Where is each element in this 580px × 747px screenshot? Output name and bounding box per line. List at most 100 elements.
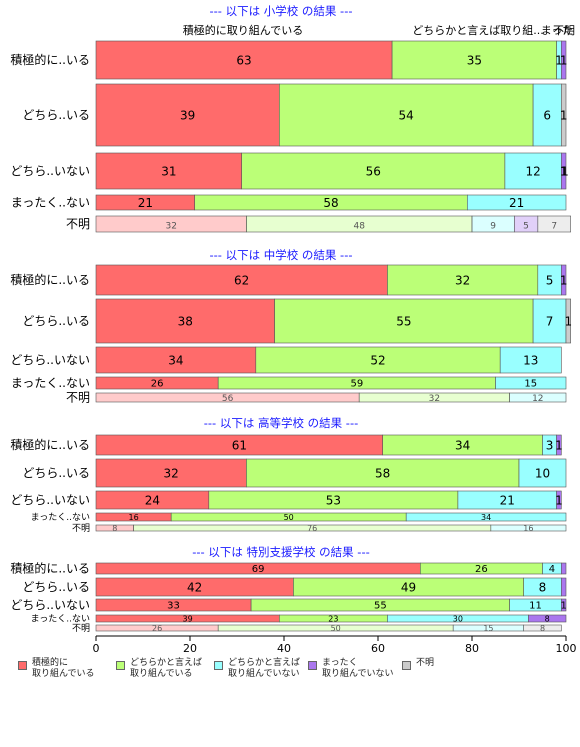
bar-label-4-4-2: 23 bbox=[328, 614, 338, 623]
bar-label-4-2-3: 8 bbox=[539, 580, 547, 594]
bar-label-2-5-1: 56 bbox=[222, 394, 234, 404]
bar-segment-3-2-1 bbox=[95, 458, 247, 488]
bar-label-2-5-3: 12 bbox=[532, 394, 543, 404]
bar-label-1-3-3: 12 bbox=[525, 164, 540, 178]
top-column-label-4: 不明 bbox=[553, 24, 575, 37]
legend-swatch-4 bbox=[308, 661, 317, 670]
bar-label-1-4-3: 21 bbox=[509, 196, 524, 210]
bar-label-4-3-3: 11 bbox=[529, 601, 542, 612]
legend-label-2: どちらかと言えば 取り組んでいる bbox=[130, 658, 203, 679]
legend-label-5: 不明 bbox=[416, 658, 435, 668]
bar-label-3-3-1: 24 bbox=[145, 493, 160, 507]
row-label-1-5: 不明 bbox=[66, 217, 90, 231]
bar-segment-4-2-4 bbox=[560, 577, 567, 597]
bar-label-2-3-1: 34 bbox=[168, 353, 183, 367]
bar-label-4-1-1: 69 bbox=[252, 564, 265, 575]
legend-label-4: まったく 取り組んでいない bbox=[322, 658, 394, 679]
bar-label-2-5-2: 32 bbox=[429, 394, 440, 404]
bar-label-4-4-4: 8 bbox=[545, 614, 550, 623]
bar-segment-1-1-4 bbox=[560, 40, 567, 80]
bar-label-1-1-2: 35 bbox=[467, 53, 482, 67]
bar-label-1-5-4: 5 bbox=[523, 221, 529, 231]
bar-segment-3-4-3 bbox=[405, 512, 567, 522]
bar-label-3-3-2: 53 bbox=[326, 493, 341, 507]
bar-segment-2-2-5 bbox=[565, 298, 571, 344]
bar-label-1-1-3: 1 bbox=[555, 53, 563, 67]
bar-segment-4-1-4 bbox=[560, 562, 567, 575]
bar-segment-2-1-1 bbox=[95, 264, 388, 296]
bar-segment-1-3-1 bbox=[95, 152, 242, 190]
bar-label-3-5-1: 8 bbox=[112, 524, 117, 533]
legend-swatch-1 bbox=[18, 661, 27, 670]
bar-label-2-1-1: 62 bbox=[234, 273, 249, 287]
bar-segment-3-3-4 bbox=[556, 490, 562, 510]
bar-label-2-1-3: 5 bbox=[546, 273, 554, 287]
bar-label-4-3-1: 33 bbox=[167, 601, 180, 612]
bar-label-2-2-1: 38 bbox=[178, 314, 193, 328]
bar-segment-2-4-3 bbox=[495, 376, 567, 390]
panel-title-4: --- 以下は 特別支援学校 の結果 --- bbox=[192, 545, 370, 559]
x-tick-label-5: 80 bbox=[465, 642, 479, 655]
bar-label-3-2-3: 10 bbox=[535, 466, 550, 480]
top-column-label-1: 積極的に取り組んでいる bbox=[183, 23, 303, 37]
row-label-2-5: 不明 bbox=[66, 391, 90, 405]
bar-segment-1-3-4 bbox=[560, 152, 567, 190]
bar-label-4-2-2: 49 bbox=[401, 580, 416, 594]
panel-title-2: --- 以下は 中学校 の結果 --- bbox=[209, 248, 352, 262]
bar-label-1-2-2: 54 bbox=[399, 108, 414, 122]
x-tick-label-1: 0 bbox=[93, 642, 100, 655]
bar-segment-2-2-2 bbox=[274, 298, 534, 344]
bar-segment-2-3-1 bbox=[95, 346, 257, 374]
bar-segment-3-1-4 bbox=[556, 434, 562, 456]
bar-label-1-3-5: 1 bbox=[561, 164, 569, 178]
bar-label-3-1-4: 1 bbox=[555, 438, 563, 452]
bar-segment-2-1-2 bbox=[387, 264, 539, 296]
x-tick-label-6: 100 bbox=[556, 642, 577, 655]
legend: 積極的に 取り組んでいる どちらかと言えば 取り組んでいる どちらかと言えば 取… bbox=[18, 658, 578, 698]
top-column-label-2: どちらかと言えば取り組... bbox=[412, 24, 544, 37]
panel-title-1: --- 以下は 小学校 の結果 --- bbox=[209, 4, 352, 18]
bar-label-3-2-1: 32 bbox=[164, 466, 179, 480]
row-label-1-3: どちら..いない bbox=[10, 164, 90, 178]
bar-label-3-1-3: 3 bbox=[546, 438, 554, 452]
bar-segment-2-3-2 bbox=[255, 346, 501, 374]
row-label-4-2: どちら..いる bbox=[22, 580, 90, 594]
bar-label-2-2-2: 55 bbox=[396, 314, 411, 328]
bar-label-4-3-4: 1 bbox=[560, 601, 566, 612]
bar-segment-3-5-3 bbox=[490, 524, 567, 532]
bar-label-2-4-2: 59 bbox=[350, 379, 363, 390]
legend-swatch-5 bbox=[402, 661, 411, 670]
bar-label-3-4-1: 16 bbox=[129, 513, 139, 522]
bar-label-3-4-2: 50 bbox=[284, 513, 294, 522]
row-label-3-5: 不明 bbox=[72, 523, 90, 534]
legend-item-3: どちらかと言えば 取り組んでいない bbox=[214, 658, 300, 680]
panel-title-3: --- 以下は 高等学校 の結果 --- bbox=[204, 416, 359, 430]
bar-label-2-1-4: 1 bbox=[560, 273, 568, 287]
legend-swatch-3 bbox=[214, 661, 223, 670]
legend-item-2: どちらかと言えば 取り組んでいる bbox=[116, 658, 202, 680]
row-label-4-5: 不明 bbox=[72, 623, 90, 634]
bar-label-4-3-2: 55 bbox=[374, 601, 387, 612]
bar-label-2-3-2: 52 bbox=[370, 353, 385, 367]
legend-item-4: まったく 取り組んでいない bbox=[308, 658, 394, 680]
bar-label-1-3-2: 56 bbox=[366, 164, 381, 178]
legend-swatch-2 bbox=[116, 661, 125, 670]
bar-label-1-3-1: 31 bbox=[161, 164, 176, 178]
row-label-1-4: まったく..ない bbox=[11, 196, 90, 210]
bar-label-1-5-1: 32 bbox=[165, 221, 176, 231]
bar-label-1-2-1: 39 bbox=[180, 108, 195, 122]
bar-segment-3-2-3 bbox=[518, 458, 567, 488]
bar-label-1-5-2: 48 bbox=[353, 221, 365, 231]
legend-item-5: 不明 bbox=[402, 658, 434, 670]
bar-label-4-5-2: 50 bbox=[331, 624, 341, 633]
bar-label-1-5-3: 9 bbox=[490, 221, 496, 231]
bar-segment-1-4-3 bbox=[466, 194, 567, 211]
bar-label-2-4-1: 26 bbox=[151, 379, 164, 390]
bar-segment-2-2-3 bbox=[532, 298, 567, 344]
bar-label-4-1-2: 26 bbox=[475, 564, 488, 575]
bar-label-4-4-3: 30 bbox=[453, 614, 463, 623]
bar-segment-2-1-4 bbox=[560, 264, 567, 296]
row-label-4-1: 積極的に..いる bbox=[10, 561, 90, 576]
bar-label-3-1-2: 34 bbox=[455, 438, 470, 452]
row-label-3-2: どちら..いる bbox=[22, 466, 90, 480]
